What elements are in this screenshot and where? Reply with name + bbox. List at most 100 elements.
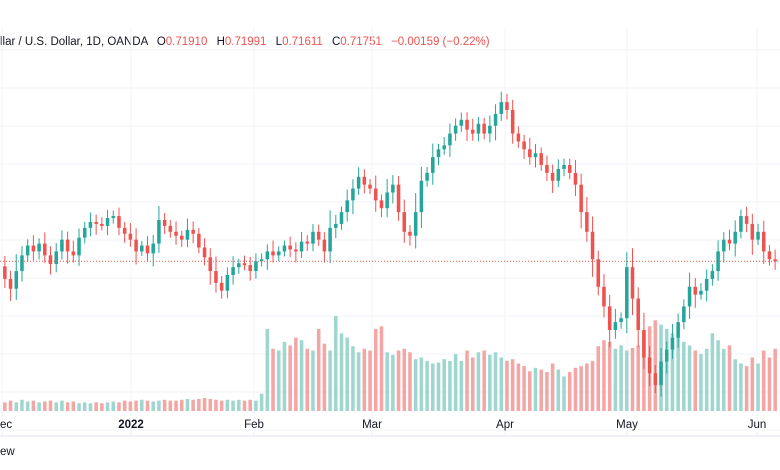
low-value: 0.71611	[282, 36, 323, 48]
candle-body	[54, 251, 58, 264]
candle-body	[77, 237, 81, 256]
volume-bar	[402, 348, 407, 411]
volume-bar	[174, 400, 178, 411]
candle-body	[20, 255, 24, 272]
candle-body	[704, 278, 709, 291]
candle-body	[647, 357, 652, 374]
volume-bar	[533, 367, 538, 411]
volume-bar	[100, 403, 104, 411]
candle-body	[453, 125, 458, 134]
candle-body	[596, 259, 601, 287]
volume-bar	[567, 372, 572, 411]
close-label: C	[331, 36, 341, 48]
candle-body	[585, 212, 589, 232]
volume-bar	[282, 341, 287, 411]
open-value: 0.71910	[165, 36, 208, 48]
volume-bar	[265, 328, 270, 411]
x-tick-label: ec	[0, 419, 12, 431]
footer-label[interactable]: ew	[0, 446, 15, 458]
open-label: O	[156, 36, 166, 48]
volume-bar	[419, 357, 424, 411]
volume-bar	[328, 350, 332, 411]
candle-body	[436, 149, 441, 158]
candle-body	[254, 261, 258, 272]
candle-body	[117, 216, 121, 228]
volume-bar	[459, 360, 464, 411]
candle-body	[259, 259, 264, 262]
candle-body	[379, 200, 384, 209]
volume-bar	[3, 402, 7, 411]
candle-body	[43, 243, 47, 256]
candle-body	[248, 265, 252, 272]
volume-bar	[145, 400, 150, 411]
candle-body	[727, 239, 732, 244]
candle-body	[100, 223, 104, 226]
candle-body	[157, 220, 161, 244]
candle-body	[208, 257, 213, 272]
volume-bar	[522, 366, 526, 411]
symbol-name[interactable]: llar / U.S. Dollar, 1D, OANDA	[0, 36, 148, 48]
volume-bar	[619, 345, 623, 411]
candle-body	[3, 266, 7, 279]
volume-bar	[556, 369, 561, 411]
x-tick-label: 2022	[118, 419, 144, 431]
candle-body	[750, 223, 755, 240]
candle-body	[140, 245, 144, 252]
volume-bar	[425, 360, 429, 411]
candle-body	[271, 251, 275, 256]
candle-body	[373, 188, 378, 201]
volume-bar	[20, 399, 24, 411]
volume-bar	[179, 399, 184, 411]
candle-body	[470, 129, 475, 134]
volume-bar	[71, 401, 76, 411]
candle-body	[151, 243, 155, 254]
volume-bar	[185, 398, 190, 411]
candle-body	[311, 231, 315, 244]
volume-bar	[630, 347, 635, 411]
candle-body	[602, 286, 606, 307]
candle-body	[328, 227, 332, 252]
candle-body	[550, 172, 555, 181]
volume-bar	[334, 316, 338, 411]
candle-body	[162, 220, 167, 226]
volume-bar	[585, 363, 589, 411]
volume-bar	[134, 400, 138, 411]
candle-body	[653, 373, 658, 385]
volume-bar	[436, 362, 441, 411]
volume-bar	[733, 359, 737, 411]
volume-bar	[8, 400, 13, 411]
candle-body	[493, 113, 498, 126]
volume-bar	[442, 359, 446, 411]
volume-bar	[482, 350, 486, 411]
volume-bar	[105, 402, 110, 411]
volume-bar	[596, 346, 601, 411]
volume-bar	[385, 352, 389, 411]
candle-body	[71, 251, 76, 256]
volume-bar	[699, 354, 703, 411]
candle-body	[237, 263, 241, 268]
candle-body	[339, 212, 344, 224]
candle-body	[625, 267, 629, 319]
volume-bar	[25, 401, 30, 411]
volume-bar	[670, 333, 675, 411]
volume-bar	[225, 399, 230, 411]
candle-body	[767, 251, 772, 260]
volume-bar	[219, 400, 224, 411]
candle-body	[613, 322, 618, 330]
volume-bar	[94, 402, 98, 411]
x-tick-label: Apr	[496, 419, 514, 431]
candle-body	[231, 267, 235, 275]
volume-bar	[351, 346, 355, 411]
candle-body	[539, 153, 543, 165]
candle-body	[442, 145, 446, 150]
candle-body	[636, 298, 640, 330]
candle-body	[630, 267, 635, 299]
volume-bar	[362, 348, 367, 411]
candle-body	[459, 119, 464, 126]
volume-bar	[305, 348, 310, 411]
candle-body	[174, 231, 178, 236]
candle-body	[105, 218, 110, 226]
volume-bar	[54, 402, 58, 411]
candle-body	[533, 153, 538, 158]
